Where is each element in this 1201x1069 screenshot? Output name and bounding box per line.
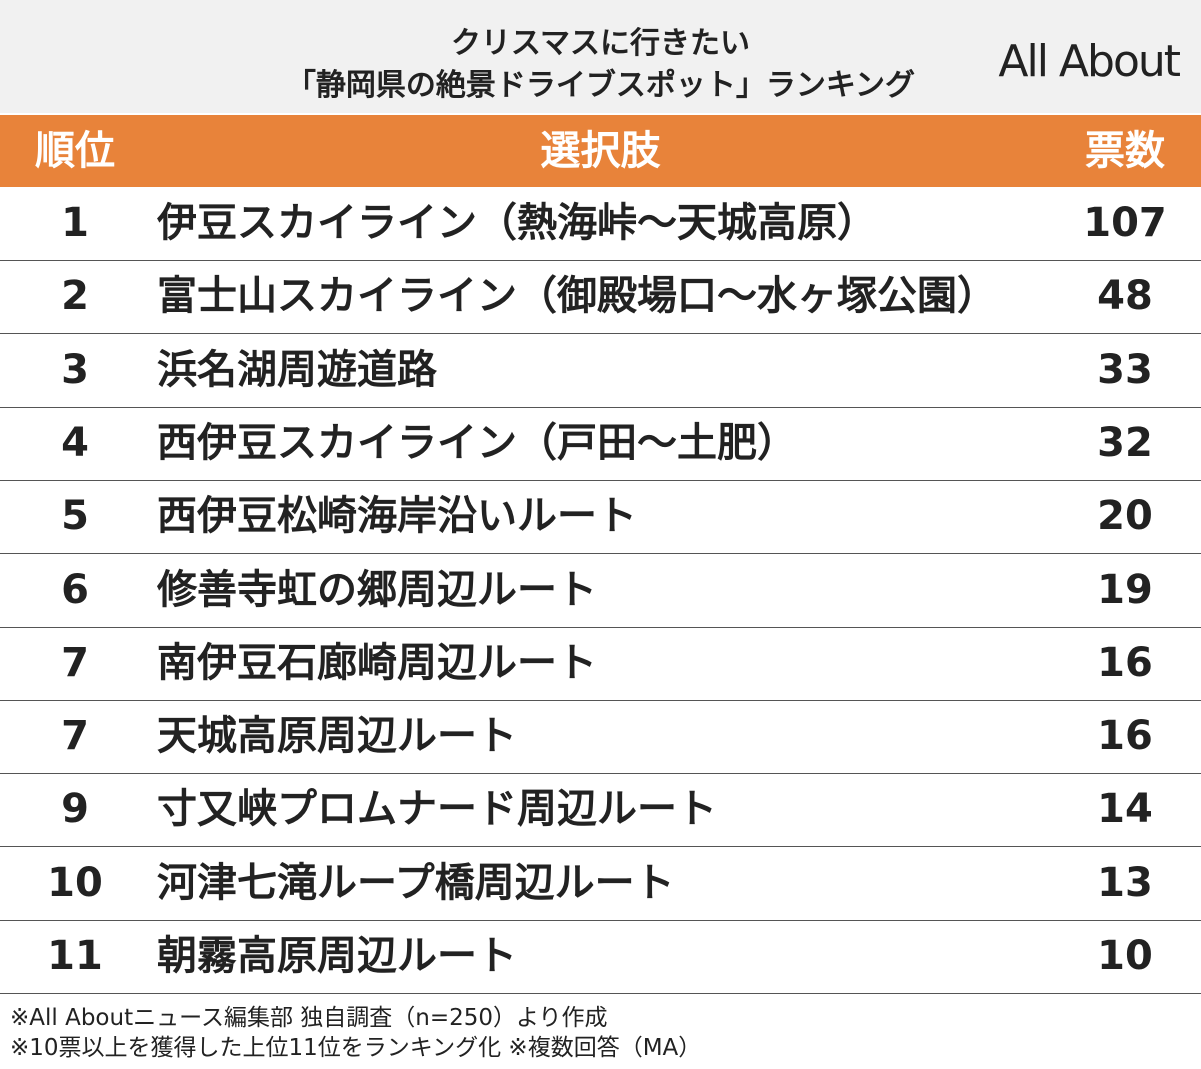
rank: 11 [47, 933, 103, 979]
header: クリスマスに行きたい 「静岡県の絶景ドライブスポット」ランキング All Abo… [0, 0, 1201, 113]
votes: 107 [1083, 200, 1167, 246]
votes: 14 [1097, 786, 1153, 833]
choice: 朝霧高原周辺ルート [157, 933, 517, 979]
footnote: ※All Aboutニュース編集部 独自調査（n=250）より作成 [10, 1005, 608, 1031]
table-header: 順位 選択肢 票数 [0, 115, 1201, 187]
rank: 1 [61, 200, 89, 246]
votes: 10 [1097, 933, 1153, 979]
table-row: 1 伊豆スカイライン（熱海峠〜天城高原） 107 [0, 187, 1201, 261]
column-header: 票数 [1085, 128, 1165, 174]
table-row: 3 浜名湖周遊道路 33 [0, 334, 1201, 408]
rank: 4 [61, 419, 89, 466]
table-row: 9 寸又峡プロムナード周辺ルート 14 [0, 773, 1201, 848]
table-row: 11 朝霧高原周辺ルート 10 [0, 920, 1201, 994]
table-row: 6 修善寺虹の郷周辺ルート 19 [0, 554, 1201, 628]
choice: 河津七滝ループ橋周辺ルート [157, 859, 675, 906]
table-row: 2 富士山スカイライン（御殿場口〜水ヶ塚公園） 48 [0, 260, 1201, 335]
votes: 48 [1097, 273, 1153, 320]
choice: 西伊豆スカイライン（戸田〜土肥） [157, 419, 797, 466]
votes: 16 [1097, 713, 1153, 760]
column-header: 順位 [35, 128, 115, 174]
rank: 9 [61, 786, 89, 833]
table-row: 7 天城高原周辺ルート 16 [0, 700, 1201, 775]
rank: 3 [61, 346, 89, 393]
choice: 南伊豆石廊崎周辺ルート [157, 639, 597, 686]
votes: 13 [1097, 859, 1153, 906]
table-row: 5 西伊豆松崎海岸沿いルート 20 [0, 480, 1201, 555]
choice: 浜名湖周遊道路 [157, 346, 437, 393]
rank: 7 [61, 639, 89, 686]
votes: 32 [1097, 419, 1153, 466]
votes: 20 [1097, 493, 1153, 540]
votes: 33 [1097, 346, 1153, 393]
table-row: 7 南伊豆石廊崎周辺ルート 16 [0, 627, 1201, 701]
choice: 天城高原周辺ルート [157, 713, 517, 760]
choice: 伊豆スカイライン（熱海峠〜天城高原） [157, 200, 877, 246]
title-line: クリスマスに行きたい [450, 26, 751, 61]
rank: 5 [61, 493, 89, 540]
rank: 10 [47, 859, 103, 906]
title-line: 「静岡県の絶景ドライブスポット」ランキング [285, 68, 916, 103]
logo: All About [998, 36, 1181, 87]
table-row: 10 河津七滝ループ橋周辺ルート 13 [0, 847, 1201, 921]
votes: 16 [1097, 639, 1153, 686]
rank: 7 [61, 713, 89, 760]
table-row: 4 西伊豆スカイライン（戸田〜土肥） 32 [0, 407, 1201, 481]
choice: 西伊豆松崎海岸沿いルート [157, 493, 637, 540]
rank: 6 [61, 566, 89, 613]
rank: 2 [61, 273, 89, 320]
column-header: 選択肢 [540, 128, 661, 174]
votes: 19 [1097, 566, 1153, 613]
choice: 修善寺虹の郷周辺ルート [157, 566, 597, 613]
choice: 寸又峡プロムナード周辺ルート [157, 786, 717, 833]
choice: 富士山スカイライン（御殿場口〜水ヶ塚公園） [157, 273, 997, 320]
footnote: ※10票以上を獲得した上位11位をランキング化 ※複数回答（MA） [10, 1035, 702, 1061]
